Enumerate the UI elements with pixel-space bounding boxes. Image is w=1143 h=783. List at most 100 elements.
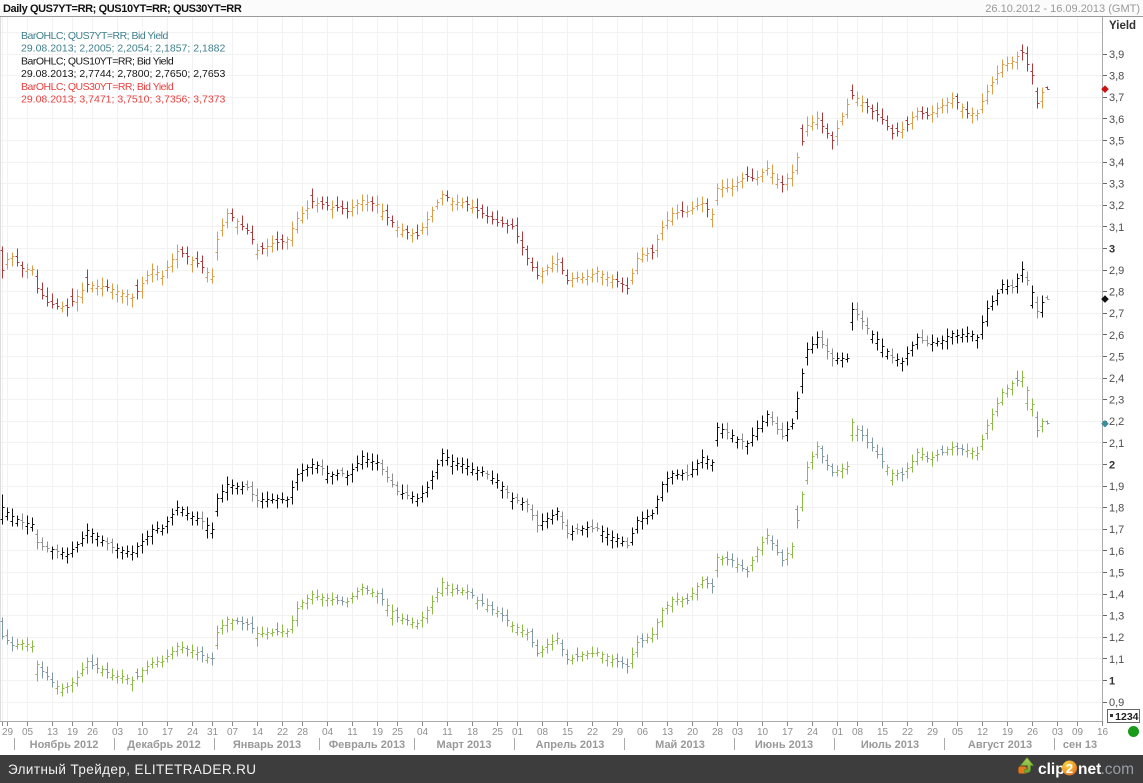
svg-text:Август 2013: Август 2013 <box>968 739 1032 751</box>
svg-text:1,7: 1,7 <box>1109 524 1124 536</box>
svg-text:3,2: 3,2 <box>1109 200 1124 212</box>
svg-text:3,8: 3,8 <box>1109 71 1124 83</box>
svg-text:20: 20 <box>687 727 699 738</box>
svg-text:Март 2013: Март 2013 <box>437 739 492 751</box>
svg-text:24: 24 <box>807 727 819 738</box>
svg-text:22: 22 <box>587 727 599 738</box>
svg-text:19: 19 <box>1002 727 1014 738</box>
svg-text:Февраль 2013: Февраль 2013 <box>329 739 405 751</box>
svg-text:3,4: 3,4 <box>1109 157 1124 169</box>
svg-text:2,9: 2,9 <box>1109 265 1124 277</box>
svg-text:16: 16 <box>1097 727 1109 738</box>
svg-text:3,7: 3,7 <box>1109 92 1124 104</box>
svg-text:Элитный Трейдер, ELITETRADER.R: Элитный Трейдер, ELITETRADER.RU <box>8 762 256 777</box>
svg-text:01: 01 <box>512 727 524 738</box>
svg-text:2,8: 2,8 <box>1109 287 1124 299</box>
svg-text:04: 04 <box>322 727 334 738</box>
svg-text:Декабрь 2012: Декабрь 2012 <box>127 739 201 751</box>
svg-text:09: 09 <box>1072 727 1084 738</box>
svg-text:13: 13 <box>662 727 674 738</box>
svg-text:3: 3 <box>1109 243 1115 255</box>
svg-text:Ноябрь 2012: Ноябрь 2012 <box>30 739 99 751</box>
svg-text:1,4: 1,4 <box>1109 589 1124 601</box>
svg-text:Май 2013: Май 2013 <box>655 739 705 751</box>
svg-text:Июнь 2013: Июнь 2013 <box>755 739 813 751</box>
svg-text:Январь 2013: Январь 2013 <box>233 739 301 751</box>
svg-text:17: 17 <box>162 727 174 738</box>
svg-text:0,9: 0,9 <box>1109 697 1124 709</box>
svg-text:22: 22 <box>902 727 914 738</box>
svg-text:29.08.2013; 2,2005; 2,2054; 2,: 29.08.2013; 2,2005; 2,2054; 2,1857; 2,18… <box>21 43 226 55</box>
svg-text:2,1: 2,1 <box>1109 438 1124 450</box>
svg-text:2,4: 2,4 <box>1109 373 1124 385</box>
svg-text:13: 13 <box>47 727 59 738</box>
svg-text:1,1: 1,1 <box>1109 654 1124 666</box>
svg-text:1,6: 1,6 <box>1109 546 1124 558</box>
svg-text:29: 29 <box>612 727 624 738</box>
svg-text:14: 14 <box>252 727 264 738</box>
svg-text:.com: .com <box>1101 761 1135 778</box>
svg-text:01: 01 <box>832 727 844 738</box>
svg-text:сен 13: сен 13 <box>1063 739 1097 751</box>
svg-text:04: 04 <box>417 727 429 738</box>
svg-text:3,1: 3,1 <box>1109 222 1124 234</box>
svg-text:05: 05 <box>952 727 964 738</box>
svg-text:03: 03 <box>732 727 744 738</box>
svg-text:clip: clip <box>1038 761 1065 778</box>
svg-text:25: 25 <box>492 727 504 738</box>
svg-text:29: 29 <box>927 727 939 738</box>
svg-text:1234: 1234 <box>1115 711 1139 723</box>
svg-text:2: 2 <box>1066 761 1073 776</box>
svg-text:1,8: 1,8 <box>1109 503 1124 515</box>
svg-text:11: 11 <box>442 727 453 738</box>
svg-text:3,9: 3,9 <box>1109 49 1124 61</box>
svg-text:26: 26 <box>87 727 99 738</box>
svg-text:3,3: 3,3 <box>1109 179 1124 191</box>
svg-text:2,3: 2,3 <box>1109 395 1124 407</box>
svg-text:22: 22 <box>277 727 289 738</box>
svg-text:08: 08 <box>852 727 864 738</box>
svg-text:06: 06 <box>637 727 649 738</box>
svg-text:15: 15 <box>877 727 889 738</box>
svg-text:19: 19 <box>67 727 79 738</box>
svg-text:2: 2 <box>1109 459 1115 471</box>
svg-text:2,7: 2,7 <box>1109 308 1124 320</box>
svg-text:31: 31 <box>207 727 219 738</box>
svg-text:03: 03 <box>112 727 124 738</box>
svg-text:1: 1 <box>1109 675 1115 687</box>
svg-text:BarOHLC; QUS10YT=RR; Bid Yield: BarOHLC; QUS10YT=RR; Bid Yield <box>21 55 174 67</box>
svg-text:17: 17 <box>782 727 794 738</box>
svg-text:26: 26 <box>1027 727 1039 738</box>
svg-text:15: 15 <box>562 727 574 738</box>
svg-text:Июль 2013: Июль 2013 <box>861 739 919 751</box>
svg-text:07: 07 <box>227 727 239 738</box>
svg-text:18: 18 <box>467 727 479 738</box>
svg-text:BarOHLC; QUS7YT=RR; Bid Yield: BarOHLC; QUS7YT=RR; Bid Yield <box>21 30 169 42</box>
svg-text:1,5: 1,5 <box>1109 567 1124 579</box>
svg-text:2,6: 2,6 <box>1109 330 1124 342</box>
svg-text:2,5: 2,5 <box>1109 351 1124 363</box>
svg-text:29.08.2013; 3,7471; 3,7510; 3,: 29.08.2013; 3,7471; 3,7510; 3,7356; 3,73… <box>21 94 226 106</box>
svg-text:10: 10 <box>137 727 149 738</box>
svg-text:Апрель 2013: Апрель 2013 <box>536 739 605 751</box>
svg-text:25: 25 <box>392 727 404 738</box>
svg-text:26.10.2012 - 16.09.2013 (GMT): 26.10.2012 - 16.09.2013 (GMT) <box>985 3 1140 15</box>
svg-text:12: 12 <box>977 727 989 738</box>
svg-text:08: 08 <box>537 727 549 738</box>
svg-text:1,9: 1,9 <box>1109 481 1124 493</box>
svg-text:1,3: 1,3 <box>1109 611 1124 623</box>
svg-text:net: net <box>1078 761 1101 778</box>
svg-text:19: 19 <box>372 727 384 738</box>
svg-text:3,5: 3,5 <box>1109 135 1124 147</box>
svg-text:29: 29 <box>2 727 14 738</box>
svg-text:28: 28 <box>712 727 724 738</box>
svg-text:05: 05 <box>22 727 34 738</box>
svg-text:1,2: 1,2 <box>1109 632 1124 644</box>
svg-text:29.08.2013; 2,7744; 2,7800; 2,: 29.08.2013; 2,7744; 2,7800; 2,7650; 2,76… <box>21 68 226 80</box>
svg-text:2,2: 2,2 <box>1109 416 1124 428</box>
svg-text:28: 28 <box>297 727 309 738</box>
svg-text:11: 11 <box>347 727 358 738</box>
svg-text:24: 24 <box>187 727 199 738</box>
svg-text:Yield: Yield <box>1109 20 1136 32</box>
svg-text:Daily QUS7YT=RR; QUS10YT=RR; Q: Daily QUS7YT=RR; QUS10YT=RR; QUS30YT=RR <box>3 3 242 15</box>
